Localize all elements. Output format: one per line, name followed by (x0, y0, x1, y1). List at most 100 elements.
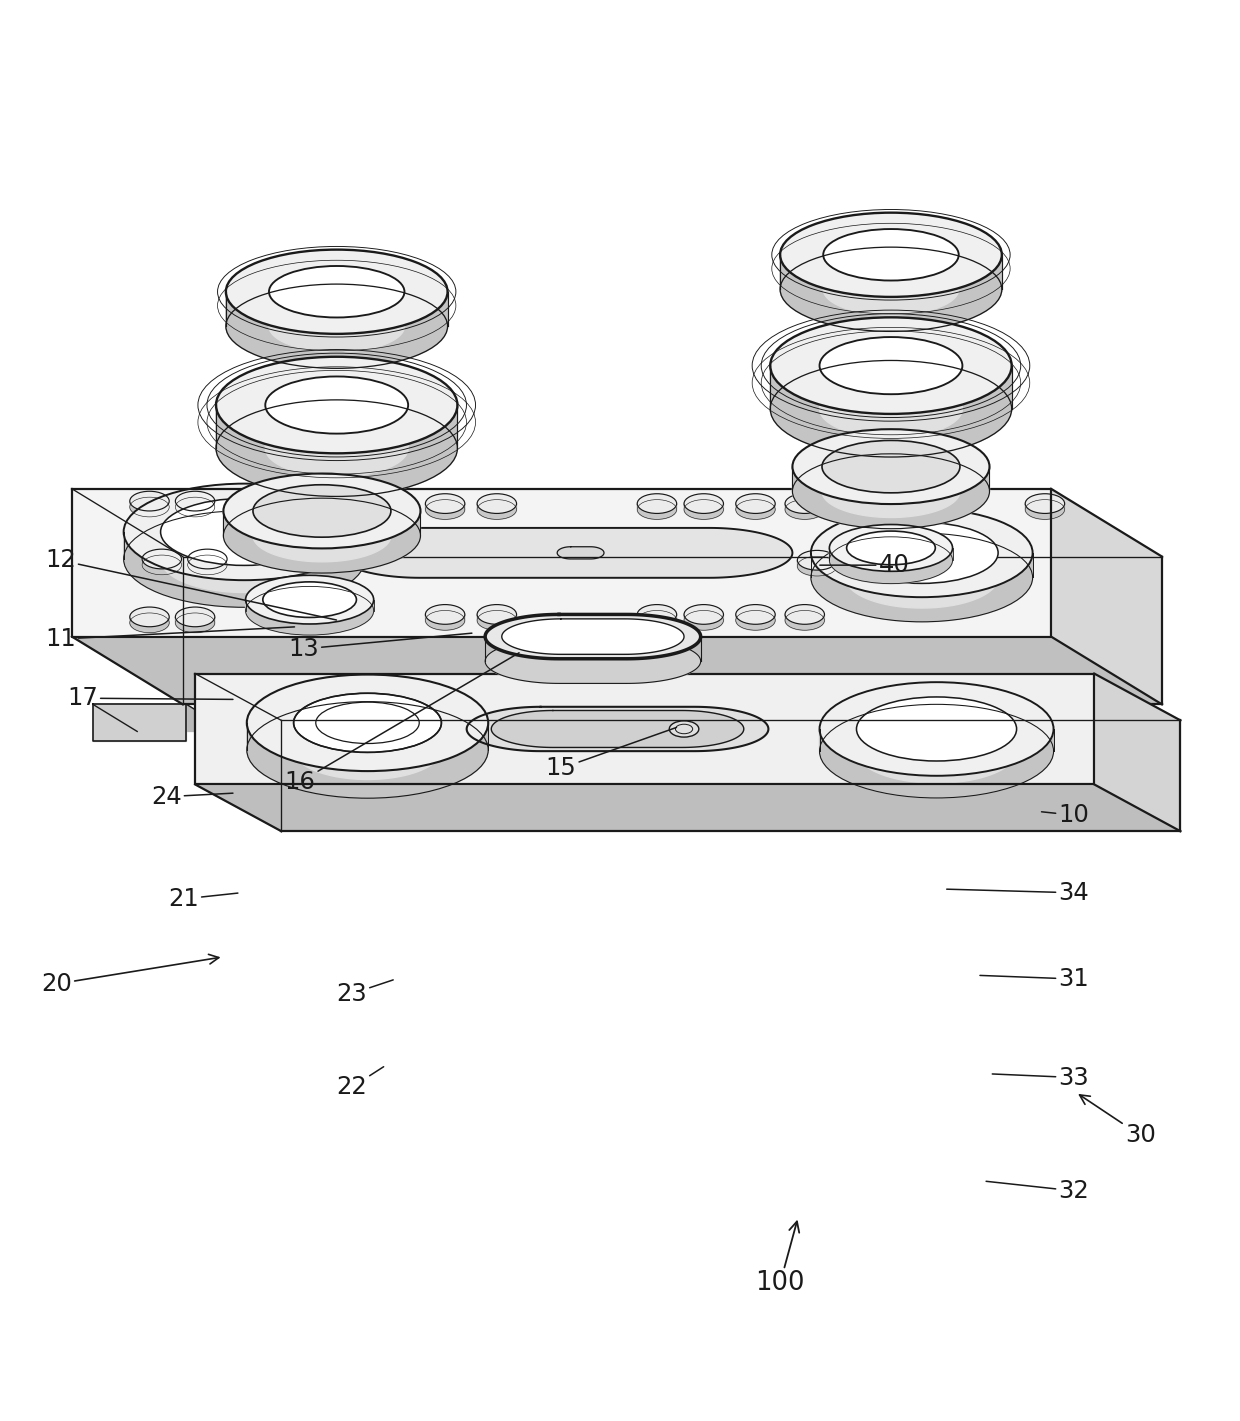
Ellipse shape (797, 550, 837, 570)
Ellipse shape (735, 611, 775, 630)
Ellipse shape (263, 581, 356, 618)
Ellipse shape (294, 693, 441, 752)
Polygon shape (1025, 503, 1065, 519)
Ellipse shape (1025, 500, 1065, 519)
Polygon shape (857, 729, 1017, 783)
Ellipse shape (425, 604, 465, 624)
Text: 12: 12 (45, 549, 336, 620)
Text: 10: 10 (1042, 803, 1090, 827)
Ellipse shape (187, 556, 227, 574)
Ellipse shape (425, 611, 465, 630)
Ellipse shape (425, 493, 465, 513)
Ellipse shape (785, 604, 825, 624)
Ellipse shape (269, 300, 404, 352)
Ellipse shape (811, 533, 1033, 622)
Polygon shape (223, 512, 420, 573)
Polygon shape (637, 614, 677, 630)
Polygon shape (195, 784, 1180, 831)
Polygon shape (143, 558, 181, 574)
Polygon shape (195, 674, 1094, 784)
Ellipse shape (770, 317, 1012, 414)
Text: 34: 34 (946, 881, 1089, 905)
Text: 30: 30 (1080, 1096, 1156, 1147)
Polygon shape (93, 705, 231, 732)
Ellipse shape (785, 493, 825, 513)
Ellipse shape (130, 497, 169, 517)
Polygon shape (491, 710, 744, 747)
Polygon shape (247, 723, 489, 799)
Text: 13: 13 (288, 634, 472, 661)
Polygon shape (557, 547, 604, 558)
Polygon shape (792, 466, 990, 529)
Polygon shape (124, 531, 365, 607)
Ellipse shape (847, 531, 935, 564)
Ellipse shape (161, 526, 329, 593)
Ellipse shape (811, 509, 1033, 597)
Ellipse shape (175, 612, 215, 632)
Ellipse shape (684, 604, 723, 624)
Ellipse shape (822, 465, 960, 517)
Ellipse shape (216, 399, 458, 496)
Ellipse shape (846, 547, 998, 608)
Polygon shape (130, 502, 169, 517)
Ellipse shape (477, 500, 517, 519)
Polygon shape (413, 705, 507, 742)
Ellipse shape (797, 556, 837, 576)
Ellipse shape (820, 381, 962, 438)
Polygon shape (175, 502, 215, 517)
Polygon shape (93, 705, 186, 742)
Ellipse shape (477, 493, 517, 513)
Polygon shape (820, 365, 962, 438)
Ellipse shape (130, 492, 169, 512)
Ellipse shape (792, 429, 990, 504)
Polygon shape (811, 553, 1033, 622)
Ellipse shape (425, 500, 465, 519)
Polygon shape (967, 705, 1105, 732)
Ellipse shape (246, 587, 373, 635)
Ellipse shape (735, 604, 775, 624)
Ellipse shape (294, 720, 441, 780)
Ellipse shape (175, 492, 215, 512)
Ellipse shape (823, 263, 959, 315)
Polygon shape (187, 558, 227, 574)
Ellipse shape (735, 493, 775, 513)
Text: 22: 22 (336, 1067, 383, 1100)
Polygon shape (770, 365, 1012, 458)
Polygon shape (785, 503, 825, 519)
Ellipse shape (175, 497, 215, 517)
Polygon shape (820, 729, 1054, 799)
Ellipse shape (830, 537, 952, 584)
Polygon shape (1052, 489, 1162, 705)
Polygon shape (846, 553, 998, 608)
Polygon shape (425, 503, 465, 519)
Text: 24: 24 (151, 784, 233, 809)
Ellipse shape (823, 229, 959, 280)
Ellipse shape (143, 556, 181, 574)
Ellipse shape (637, 493, 677, 513)
Ellipse shape (792, 453, 990, 529)
Polygon shape (337, 529, 792, 578)
Polygon shape (785, 614, 825, 630)
Polygon shape (485, 639, 701, 684)
Polygon shape (780, 254, 1002, 331)
Ellipse shape (780, 247, 1002, 331)
Text: 17: 17 (67, 686, 233, 710)
Polygon shape (477, 503, 517, 519)
Ellipse shape (847, 556, 887, 576)
Ellipse shape (130, 612, 169, 632)
Ellipse shape (684, 500, 723, 519)
Polygon shape (466, 706, 769, 752)
Ellipse shape (265, 419, 408, 476)
Ellipse shape (841, 493, 880, 513)
Polygon shape (841, 503, 880, 519)
Polygon shape (823, 254, 959, 315)
Ellipse shape (247, 702, 489, 799)
Polygon shape (797, 560, 837, 576)
Ellipse shape (847, 550, 887, 570)
Text: 40: 40 (820, 553, 909, 577)
Ellipse shape (130, 607, 169, 627)
Text: 31: 31 (980, 968, 1089, 990)
Ellipse shape (820, 337, 962, 394)
Ellipse shape (822, 441, 960, 493)
Polygon shape (294, 723, 441, 780)
